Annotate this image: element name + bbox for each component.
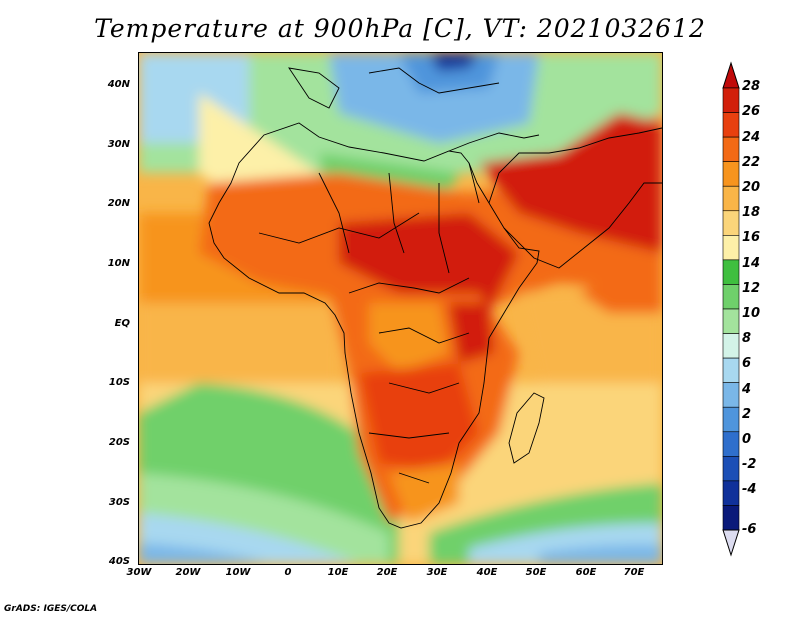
lon-label-20w: 20W (175, 567, 201, 578)
colorbar-cell (722, 185, 740, 212)
colorbar-label-minus2: -2 (742, 457, 757, 472)
map-canvas (139, 53, 662, 564)
colorbar-cells (722, 87, 740, 531)
colorbar-label-24: 24 (742, 130, 761, 145)
colorbar-cell (722, 112, 740, 138)
colorbar-cell (722, 431, 740, 457)
colorbar-cell (722, 259, 740, 285)
colorbar-label-16: 16 (742, 230, 761, 245)
lat-label-10n: 10N (107, 258, 130, 269)
temperature-map (138, 52, 663, 565)
lon-label-50e: 50E (525, 567, 547, 578)
colorbar-label-28: 28 (742, 79, 761, 94)
coastlines (208, 67, 662, 529)
colorbar-cell (722, 456, 740, 482)
colorbar-cell (722, 87, 740, 113)
map-title: Temperature at 900hPa [C], VT: 202103261… (94, 14, 706, 43)
colorbar-over-triangle (722, 61, 740, 89)
lon-label-10w: 10W (225, 567, 251, 578)
lat-label-10s: 10S (108, 377, 130, 388)
colorbar-label-4: 4 (742, 382, 752, 397)
lon-label-20e: 20E (376, 567, 398, 578)
lon-label-70e: 70E (623, 567, 645, 578)
colorbar-cell (722, 284, 740, 310)
colorbar-cell (722, 161, 740, 187)
lat-label-30n: 30N (107, 139, 130, 150)
colorbar-label-minus6: -6 (742, 522, 757, 537)
temperature-field (139, 53, 662, 564)
colorbar-cell (722, 333, 740, 359)
colorbar-cell (722, 357, 740, 383)
lat-label-40s: 40S (108, 556, 130, 567)
colorbar-label-0: 0 (742, 432, 752, 447)
colorbar-label-6: 6 (742, 356, 752, 371)
colorbar-label-10: 10 (742, 306, 761, 321)
colorbar-label-14: 14 (742, 256, 761, 271)
colorbar-under-triangle (722, 529, 740, 557)
lon-label-30e: 30E (426, 567, 448, 578)
colorbar-cell (722, 505, 740, 531)
lat-label-20n: 20N (107, 198, 130, 209)
lon-label-40e: 40E (476, 567, 498, 578)
colorbar-cell (722, 308, 740, 334)
colorbar-cell (722, 235, 740, 261)
colorbar-label-8: 8 (742, 331, 752, 346)
colorbar-label-12: 12 (742, 281, 761, 296)
colorbar-label-26: 26 (742, 104, 761, 119)
colorbar-cell (722, 210, 740, 236)
colorbar-label-2: 2 (742, 407, 752, 422)
colorbar-cell (722, 382, 740, 408)
lon-label-10e: 10E (327, 567, 349, 578)
colorbar-label-18: 18 (742, 205, 761, 220)
lon-label-60e: 60E (575, 567, 597, 578)
colorbar-cell (722, 136, 740, 162)
lon-label-30w: 30W (126, 567, 152, 578)
colorbar-label-22: 22 (742, 155, 761, 170)
lat-label-30s: 30S (108, 497, 130, 508)
colorbar-cell (722, 480, 740, 506)
lat-label-40n: 40N (107, 79, 130, 90)
colorbar (722, 61, 740, 557)
colorbar-label-20: 20 (742, 180, 761, 195)
colorbar-cell (722, 406, 740, 433)
lon-label-0: 0 (284, 567, 292, 578)
lat-label-20s: 20S (108, 437, 130, 448)
colorbar-label-minus4: -4 (742, 482, 757, 497)
grads-credit: GrADS: IGES/COLA (4, 604, 98, 614)
lat-label-eq: EQ (114, 318, 130, 329)
